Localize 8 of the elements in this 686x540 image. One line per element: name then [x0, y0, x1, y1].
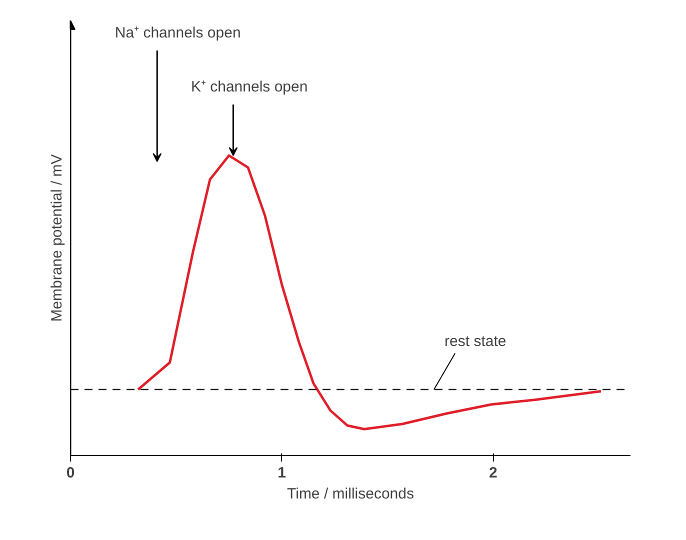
- x-tick-label: 2: [488, 464, 498, 482]
- y-axis-title: Membrane potential / mV: [48, 154, 66, 322]
- annotation: rest state: [444, 332, 506, 350]
- x-tick-label: 1: [278, 464, 286, 482]
- text: Na⁺ channels open: [114, 24, 241, 42]
- x-tick-label: 0: [66, 464, 75, 482]
- x-axis-title: Time / milliseconds: [287, 486, 414, 502]
- annotation: K⁺ channels open: [190, 78, 308, 96]
